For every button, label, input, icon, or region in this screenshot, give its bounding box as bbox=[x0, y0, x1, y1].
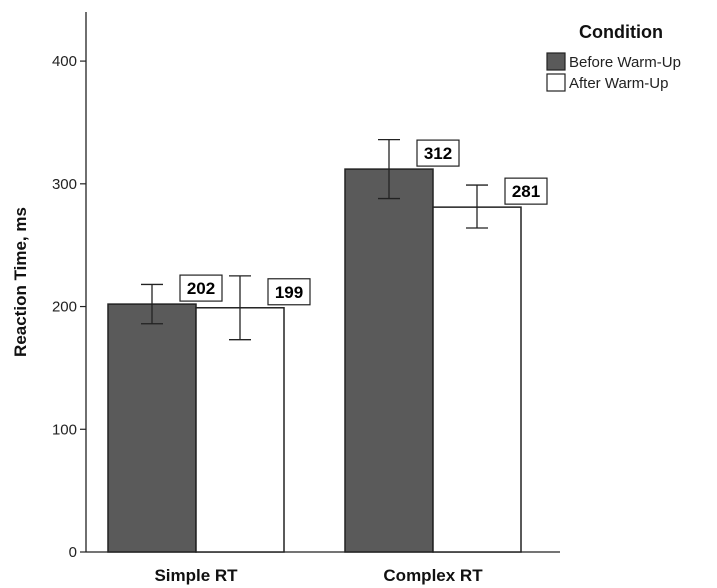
y-tick-label: 400 bbox=[52, 53, 77, 70]
data-label: 199 bbox=[275, 283, 303, 302]
y-tick-label: 200 bbox=[52, 299, 77, 316]
legend-label: Before Warm-Up bbox=[569, 54, 681, 71]
bar bbox=[195, 307, 285, 553]
bars bbox=[107, 168, 522, 553]
bar bbox=[107, 303, 197, 553]
bar bbox=[432, 206, 522, 553]
legend-title: Condition bbox=[579, 22, 663, 42]
error-bars bbox=[141, 138, 488, 341]
data-labels: 202 199 312 281 bbox=[179, 139, 548, 306]
legend-swatch bbox=[546, 73, 566, 92]
legend-label: After Warm-Up bbox=[569, 75, 668, 92]
data-label-box bbox=[267, 278, 311, 306]
data-label-box bbox=[504, 177, 548, 205]
data-label-box bbox=[416, 139, 460, 167]
y-tick-label: 100 bbox=[52, 421, 77, 438]
axes: 0 100 200 300 400 Simple RT Complex RT bbox=[52, 12, 560, 585]
data-label: 202 bbox=[187, 279, 215, 298]
bar bbox=[344, 168, 434, 553]
data-label: 281 bbox=[512, 182, 540, 201]
legend-swatch bbox=[546, 52, 566, 71]
legend: Condition Before Warm-Up After Warm-Up bbox=[546, 22, 681, 92]
x-category-label: Simple RT bbox=[154, 566, 238, 585]
data-label: 312 bbox=[424, 144, 452, 163]
y-tick-label: 0 bbox=[69, 544, 77, 561]
y-axis-title: Reaction Time, ms bbox=[11, 207, 30, 357]
data-label-box bbox=[179, 274, 223, 302]
y-tick-label: 300 bbox=[52, 176, 77, 193]
x-category-label: Complex RT bbox=[383, 566, 483, 585]
